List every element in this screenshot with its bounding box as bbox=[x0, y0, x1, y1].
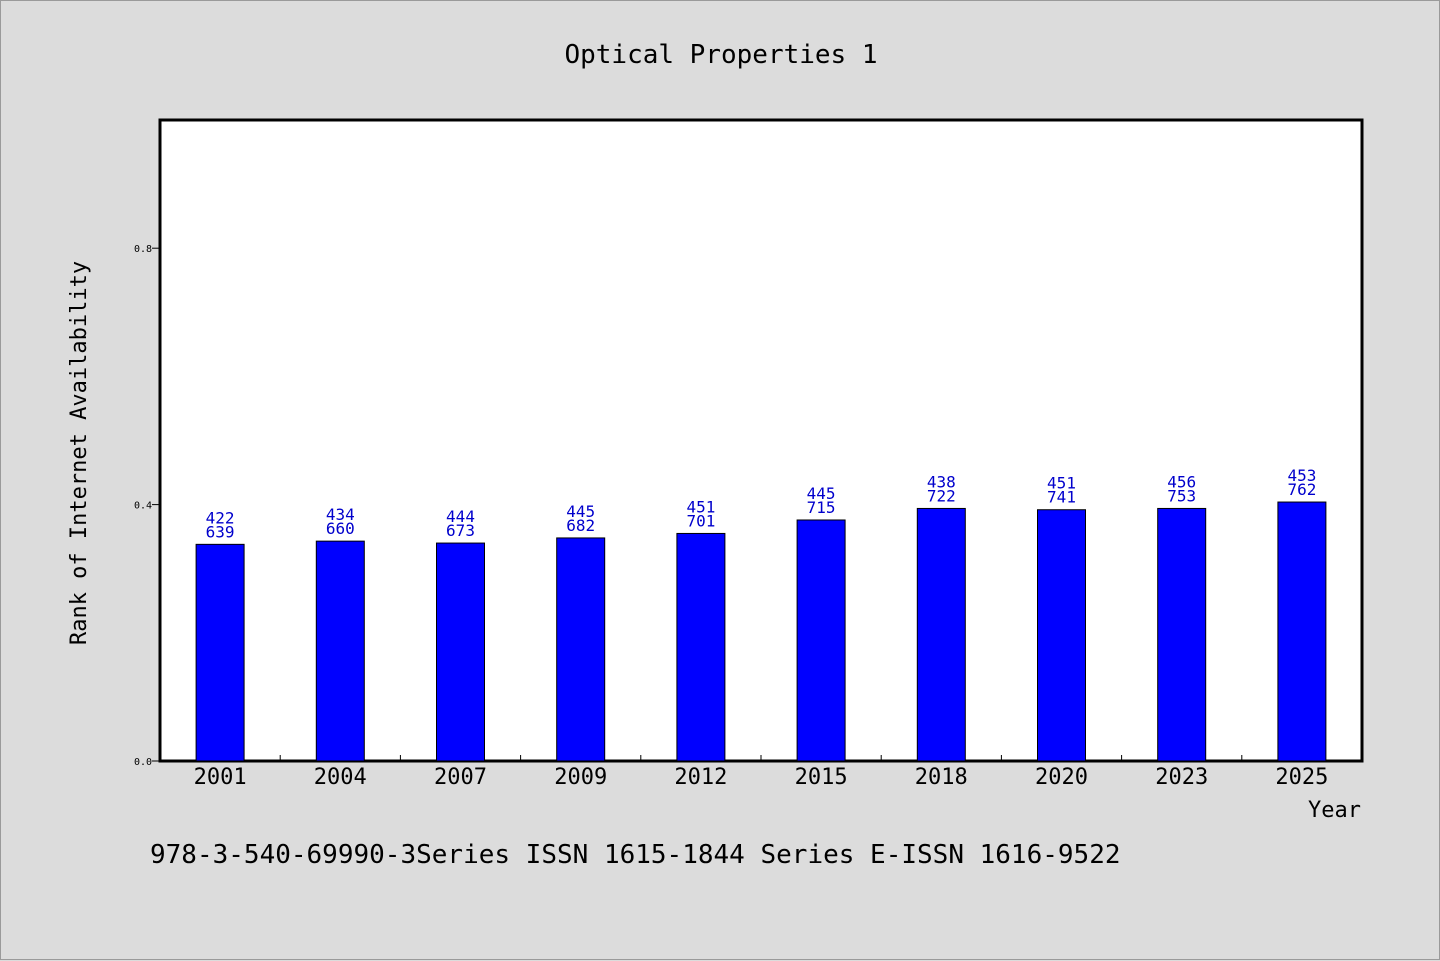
bar-2025 bbox=[1277, 501, 1327, 762]
bar-2015 bbox=[796, 519, 846, 762]
footer-text: 978-3-540-69990-3Series ISSN 1615-1844 S… bbox=[150, 840, 1121, 870]
x-tick-label: 2015 bbox=[795, 765, 848, 790]
data-label-bottom: 682 bbox=[566, 516, 595, 535]
data-label-bottom: 722 bbox=[927, 486, 956, 505]
x-tick-label: 2007 bbox=[434, 765, 487, 790]
x-axis-ticks: 2001 2004 2007 2009 2012 2015 2018 2020 2023 2025 bbox=[194, 755, 1328, 790]
data-label-top: 456 bbox=[1167, 472, 1196, 491]
x-axis-label: Year bbox=[1308, 798, 1361, 823]
bar-2001 bbox=[195, 543, 245, 762]
bar-2007 bbox=[436, 542, 485, 762]
y-axis-label: Rank of Internet Availability bbox=[67, 261, 92, 645]
bar-2009 bbox=[556, 537, 606, 762]
x-tick-label: 2009 bbox=[554, 765, 607, 790]
x-tick-label: 2018 bbox=[915, 765, 968, 790]
data-label-top: 438 bbox=[927, 472, 956, 491]
bar-2020 bbox=[1037, 509, 1086, 762]
bar-2018 bbox=[916, 507, 966, 762]
bar-2004 bbox=[315, 540, 365, 762]
x-tick-label: 2023 bbox=[1155, 765, 1208, 790]
chart-title: Optical Properties 1 bbox=[564, 40, 877, 70]
bar-2023 bbox=[1157, 507, 1207, 762]
x-tick-label: 2020 bbox=[1035, 765, 1088, 790]
x-tick-label: 2004 bbox=[314, 765, 367, 790]
data-labels: 4226394346604446734456824517014457154387… bbox=[206, 466, 1317, 541]
data-label-bottom: 741 bbox=[1047, 488, 1076, 507]
x-tick-label: 2012 bbox=[674, 765, 727, 790]
data-label-bottom: 660 bbox=[326, 519, 355, 538]
data-label-top: 445 bbox=[807, 484, 836, 503]
data-label-bottom: 753 bbox=[1167, 486, 1196, 505]
data-label-bottom: 701 bbox=[686, 511, 715, 530]
y-tick-label: 0.8 bbox=[134, 244, 152, 255]
data-label-top: 434 bbox=[326, 505, 355, 524]
data-label-bottom: 639 bbox=[206, 522, 235, 541]
data-label-top: 444 bbox=[446, 507, 475, 526]
y-tick-label: 0.0 bbox=[134, 757, 152, 768]
data-label-top: 453 bbox=[1287, 466, 1316, 485]
x-tick-label: 2001 bbox=[194, 765, 247, 790]
y-tick-label: 0.4 bbox=[134, 501, 152, 512]
data-label-bottom: 673 bbox=[446, 521, 475, 540]
bars bbox=[195, 501, 1327, 762]
data-label-top: 445 bbox=[566, 502, 595, 521]
y-axis-ticks: 0.0 0.4 0.8 bbox=[134, 244, 160, 768]
data-label-top: 422 bbox=[206, 508, 235, 527]
data-label-top: 451 bbox=[1047, 474, 1076, 493]
x-tick-label: 2025 bbox=[1275, 765, 1328, 790]
bar-2012 bbox=[676, 532, 726, 762]
data-label-bottom: 715 bbox=[807, 498, 836, 517]
data-label-top: 451 bbox=[686, 497, 715, 516]
data-label-bottom: 762 bbox=[1287, 480, 1316, 499]
